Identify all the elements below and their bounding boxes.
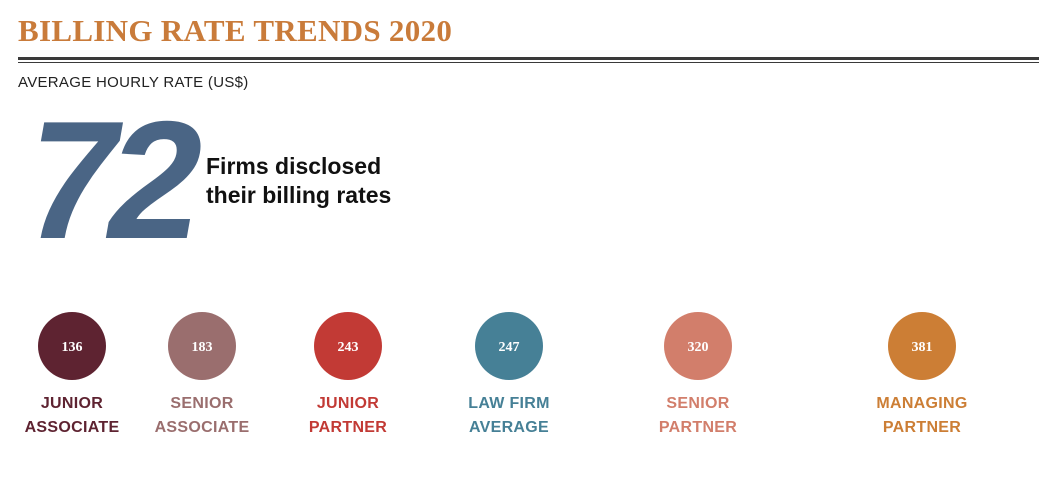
firms-caption-line2: their billing rates — [206, 182, 392, 208]
bubble-label-4-line1: SENIOR — [666, 395, 729, 412]
bubble-label-0-line2: ASSOCIATE — [25, 419, 120, 436]
bubble-label-0-line1: JUNIOR — [41, 395, 103, 412]
bubble-value-3: 247 — [499, 340, 520, 355]
bubble-0 — [38, 312, 106, 380]
chart-subtitle: AVERAGE HOURLY RATE (US$) — [18, 74, 249, 91]
firms-caption-line1: Firms disclosed — [206, 153, 382, 179]
firms-caption: Firms disclosed their billing rates — [206, 152, 466, 210]
bubble-value-0: 136 — [62, 340, 83, 355]
bubble-label-1-line1: SENIOR — [170, 395, 233, 412]
bubble-4 — [664, 312, 732, 380]
chart-title: BILLING RATE TRENDS 2020 — [18, 13, 453, 48]
bubble-label-5-line2: PARTNER — [883, 419, 961, 436]
bubble-value-1: 183 — [192, 340, 213, 355]
title-rule-thick — [18, 57, 1039, 60]
bubble-3 — [475, 312, 543, 380]
bubble-value-5: 381 — [912, 340, 933, 355]
bubble-2 — [314, 312, 382, 380]
bubble-1 — [168, 312, 236, 380]
bubble-5 — [888, 312, 956, 380]
bubble-label-3-line1: LAW FIRM — [468, 395, 550, 412]
bubble-label-2-line1: JUNIOR — [317, 395, 379, 412]
bubble-label-1-line2: ASSOCIATE — [155, 419, 250, 436]
bubble-value-4: 320 — [688, 340, 709, 355]
bubble-value-2: 243 — [338, 340, 359, 355]
bubble-label-5-line1: MANAGING — [876, 395, 967, 412]
bubble-label-3-line2: AVERAGE — [469, 419, 549, 436]
title-rule-thin — [18, 62, 1039, 63]
bubble-label-2-line2: PARTNER — [309, 419, 387, 436]
bubble-label-4-line2: PARTNER — [659, 419, 737, 436]
